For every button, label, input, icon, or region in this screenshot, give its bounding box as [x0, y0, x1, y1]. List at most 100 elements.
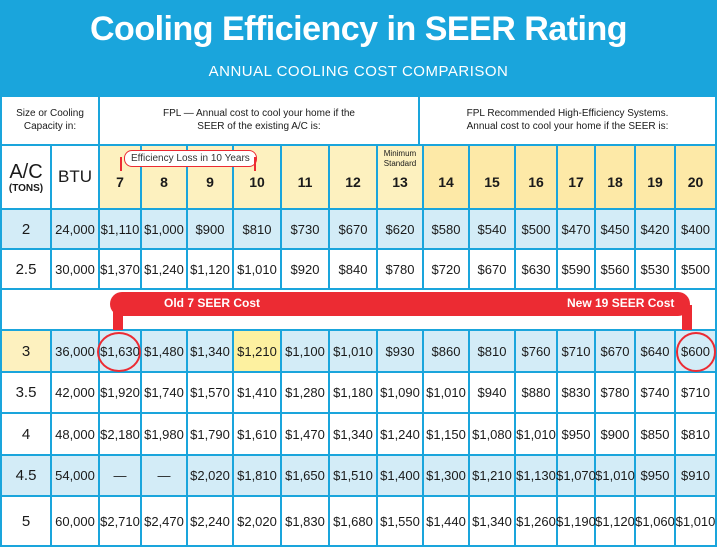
- tons-cell: 5: [2, 497, 50, 545]
- cost-cell: $940: [470, 373, 514, 412]
- recommended-header: FPL Recommended High-Efficiency Systems.…: [420, 97, 715, 144]
- cost-cell: $1,070: [556, 456, 596, 495]
- cost-cell: $1,060: [635, 497, 675, 545]
- cost-cell: $530: [636, 250, 674, 288]
- cost-cell: $470: [558, 210, 594, 248]
- cost-cell: $2,470: [142, 497, 186, 545]
- cost-cell: $1,150: [424, 414, 468, 454]
- cost-cell: $720: [424, 250, 468, 288]
- seer-header-18: 18: [596, 146, 634, 208]
- cost-cell: $1,010: [234, 250, 280, 288]
- cost-cell: $1,000: [142, 210, 186, 248]
- old-cost-circle: [97, 332, 141, 372]
- cost-cell: $1,470: [282, 414, 328, 454]
- cost-cell: $1,810: [234, 456, 280, 495]
- cost-cell: $670: [470, 250, 514, 288]
- cost-cell: $1,550: [378, 497, 422, 545]
- fpl-header: FPL — Annual cost to cool your home if t…: [100, 97, 418, 144]
- cost-cell: $1,100: [282, 331, 328, 371]
- savings-band: [110, 292, 690, 316]
- cost-cell: $1,610: [234, 414, 280, 454]
- cost-cell: $1,740: [142, 373, 186, 412]
- cost-cell: $1,680: [330, 497, 376, 545]
- cost-cell: $900: [596, 414, 634, 454]
- cost-cell: $880: [516, 373, 556, 412]
- cost-cell: $1,790: [188, 414, 232, 454]
- efficiency-loss-left-tick: [120, 157, 122, 171]
- old-seer-label: Old 7 SEER Cost: [164, 296, 261, 310]
- tons-cell: 2: [2, 210, 50, 248]
- tons-cell: 3: [2, 331, 50, 371]
- btu-cell: 48,000: [52, 414, 98, 454]
- cost-cell: $930: [378, 331, 422, 371]
- cost-cell: $560: [596, 250, 634, 288]
- seer-header-14: 14: [424, 146, 468, 208]
- cost-cell: —: [142, 456, 186, 495]
- efficiency-loss-right-tick: [254, 157, 256, 171]
- seer-header-13: 13: [378, 146, 422, 208]
- ac-label: A/C: [9, 160, 43, 183]
- cost-cell: $1,920: [100, 373, 140, 412]
- cost-cell: $840: [330, 250, 376, 288]
- cost-cell: $1,120: [595, 497, 635, 545]
- seer-header-11: 11: [282, 146, 328, 208]
- tons-cell: 2.5: [2, 250, 50, 288]
- tons-cell: 4: [2, 414, 50, 454]
- cost-cell: $780: [596, 373, 634, 412]
- seer-header-19: 19: [636, 146, 674, 208]
- cost-cell: $1,340: [188, 331, 232, 371]
- cost-cell: $1,130: [516, 456, 556, 495]
- cost-cell: $1,300: [424, 456, 468, 495]
- size-header: Size or Cooling Capacity in:: [2, 97, 98, 144]
- cost-cell: —: [100, 456, 140, 495]
- seer-header-15: 15: [470, 146, 514, 208]
- band-drop-right: [682, 305, 692, 330]
- cost-cell: $1,120: [188, 250, 232, 288]
- cost-cell: $2,180: [100, 414, 140, 454]
- cost-cell: $1,010: [516, 414, 556, 454]
- cost-cell: $1,280: [282, 373, 328, 412]
- btu-cell: 54,000: [52, 456, 98, 495]
- cost-cell: $830: [558, 373, 594, 412]
- cost-cell: $1,190: [556, 497, 596, 545]
- cost-cell: $1,830: [282, 497, 328, 545]
- cost-cell: $400: [676, 210, 715, 248]
- cost-cell: $1,010: [330, 331, 376, 371]
- cost-cell: $1,010: [676, 497, 715, 545]
- btu-header: BTU: [52, 146, 98, 208]
- cost-cell: $590: [558, 250, 594, 288]
- tons-cell: 4.5: [2, 456, 50, 495]
- cost-cell: $450: [596, 210, 634, 248]
- tons-cell: 3.5: [2, 373, 50, 412]
- cost-cell: $1,440: [424, 497, 468, 545]
- btu-cell: 30,000: [52, 250, 98, 288]
- ac-tons-header: A/C (TONS): [2, 146, 50, 208]
- cost-cell: $910: [676, 456, 715, 495]
- cost-cell: $1,260: [516, 497, 556, 545]
- cost-cell: $900: [188, 210, 232, 248]
- cost-cell: $1,180: [330, 373, 376, 412]
- cost-cell: $1,370: [100, 250, 140, 288]
- btu-cell: 24,000: [52, 210, 98, 248]
- cost-cell: $630: [516, 250, 556, 288]
- cost-cell: $710: [558, 331, 594, 371]
- new-seer-label: New 19 SEER Cost: [567, 296, 675, 310]
- cost-cell: $740: [636, 373, 674, 412]
- cost-cell: $810: [234, 210, 280, 248]
- cost-cell: $2,240: [188, 497, 232, 545]
- seer-header-12: 12: [330, 146, 376, 208]
- cost-cell: $1,080: [470, 414, 514, 454]
- cost-cell: $2,020: [234, 497, 280, 545]
- page-subtitle: ANNUAL COOLING COST COMPARISON: [208, 63, 509, 80]
- cost-cell: $2,020: [188, 456, 232, 495]
- cost-cell: $1,410: [234, 373, 280, 412]
- cost-cell: $810: [676, 414, 715, 454]
- cost-cell: $580: [424, 210, 468, 248]
- cost-cell: $1,650: [282, 456, 328, 495]
- cost-cell: $670: [330, 210, 376, 248]
- cost-cell: $1,570: [188, 373, 232, 412]
- cost-cell: $620: [378, 210, 422, 248]
- cost-cell: $670: [596, 331, 634, 371]
- cost-cell: $1,010: [595, 456, 635, 495]
